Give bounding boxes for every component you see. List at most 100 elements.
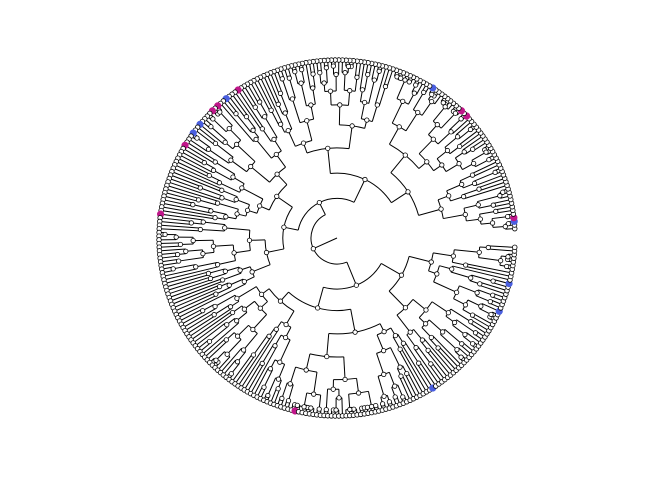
branch-radial — [417, 346, 432, 365]
internal-node — [177, 241, 184, 248]
internal-node — [505, 254, 511, 260]
internal-node — [286, 75, 292, 81]
internal-node — [470, 341, 476, 347]
internal-node — [458, 116, 464, 122]
branch-radial — [169, 178, 200, 190]
branch-radial — [215, 143, 234, 158]
branch-radial — [222, 359, 236, 376]
internal-node — [454, 289, 460, 295]
branch-radial — [288, 77, 296, 99]
internal-node — [162, 231, 168, 238]
branch-radial — [176, 161, 209, 178]
branch-radial — [305, 353, 311, 371]
internal-node — [224, 322, 230, 328]
branch-radial — [160, 217, 192, 222]
internal-node — [476, 186, 482, 192]
branch-radial — [182, 148, 206, 162]
branch-radial — [159, 224, 201, 229]
branch-radial — [391, 101, 404, 124]
internal-node — [207, 275, 214, 282]
branch-radial — [179, 154, 213, 173]
branch-radial — [192, 204, 212, 210]
branch-radial — [419, 361, 437, 387]
branch-radial — [210, 273, 227, 279]
internal-node — [226, 125, 232, 132]
internal-node — [490, 202, 496, 208]
internal-node — [174, 251, 181, 258]
internal-node — [458, 354, 464, 360]
internal-node — [277, 90, 284, 96]
internal-node — [303, 367, 309, 373]
branch-radial — [209, 326, 229, 342]
internal-node — [342, 376, 348, 383]
internal-node — [223, 337, 229, 343]
branch-radial — [159, 252, 178, 256]
internal-node — [316, 406, 322, 412]
branch-radial — [179, 308, 203, 322]
internal-node — [223, 214, 229, 220]
internal-node — [468, 319, 474, 325]
internal-node — [234, 141, 240, 147]
branch-radial — [495, 206, 513, 211]
internal-node — [492, 169, 498, 175]
branch-radial — [164, 271, 209, 284]
internal-node — [250, 326, 256, 333]
branch-radial — [279, 339, 291, 363]
internal-node — [345, 63, 352, 69]
branch-radial — [390, 154, 406, 173]
internal-node — [362, 99, 368, 106]
internal-node — [224, 351, 230, 357]
internal-node — [359, 87, 366, 93]
internal-node — [268, 107, 274, 113]
branch-radial — [437, 131, 452, 145]
internal-node — [210, 243, 217, 249]
branch-radial — [452, 265, 511, 281]
branch-arc — [310, 214, 348, 265]
internal-node — [233, 111, 239, 117]
branch-radial — [471, 274, 494, 282]
internal-node — [274, 171, 280, 177]
internal-node — [258, 291, 265, 297]
internal-node — [193, 264, 199, 270]
internal-node — [434, 122, 440, 128]
branch-radial — [407, 372, 421, 396]
internal-node — [310, 85, 316, 91]
branch-radial — [161, 206, 216, 217]
branch-radial — [462, 188, 480, 196]
branch-radial — [428, 319, 443, 333]
internal-node — [278, 121, 284, 127]
branch-radial — [471, 151, 487, 161]
internal-node — [200, 308, 206, 314]
branch-radial — [253, 367, 269, 396]
branch-radial — [378, 86, 386, 106]
internal-node — [194, 135, 200, 141]
internal-node — [263, 249, 270, 256]
branch-radial — [492, 199, 511, 204]
branch-radial — [493, 202, 512, 208]
branch-radial — [228, 128, 242, 141]
branch-radial — [226, 339, 242, 355]
branch-radial — [284, 112, 293, 130]
branch-radial — [212, 118, 227, 133]
internal-node — [277, 359, 283, 365]
branch-radial — [222, 100, 236, 116]
branch-radial — [404, 374, 418, 398]
branch-radial — [181, 151, 204, 165]
internal-node — [275, 101, 281, 107]
internal-node — [321, 80, 327, 86]
internal-node — [250, 352, 257, 358]
branch-radial — [159, 245, 181, 248]
internal-node — [212, 159, 218, 165]
branch-radial — [464, 184, 508, 200]
internal-node — [400, 340, 407, 346]
branch-radial — [236, 144, 256, 162]
internal-node — [444, 147, 451, 154]
internal-node — [336, 395, 342, 401]
branch-radial — [250, 166, 270, 183]
branch-radial — [475, 174, 504, 187]
internal-node — [289, 96, 296, 102]
internal-node — [424, 159, 430, 165]
internal-node — [206, 338, 213, 345]
branch-radial — [438, 346, 460, 369]
internal-node — [381, 371, 387, 377]
